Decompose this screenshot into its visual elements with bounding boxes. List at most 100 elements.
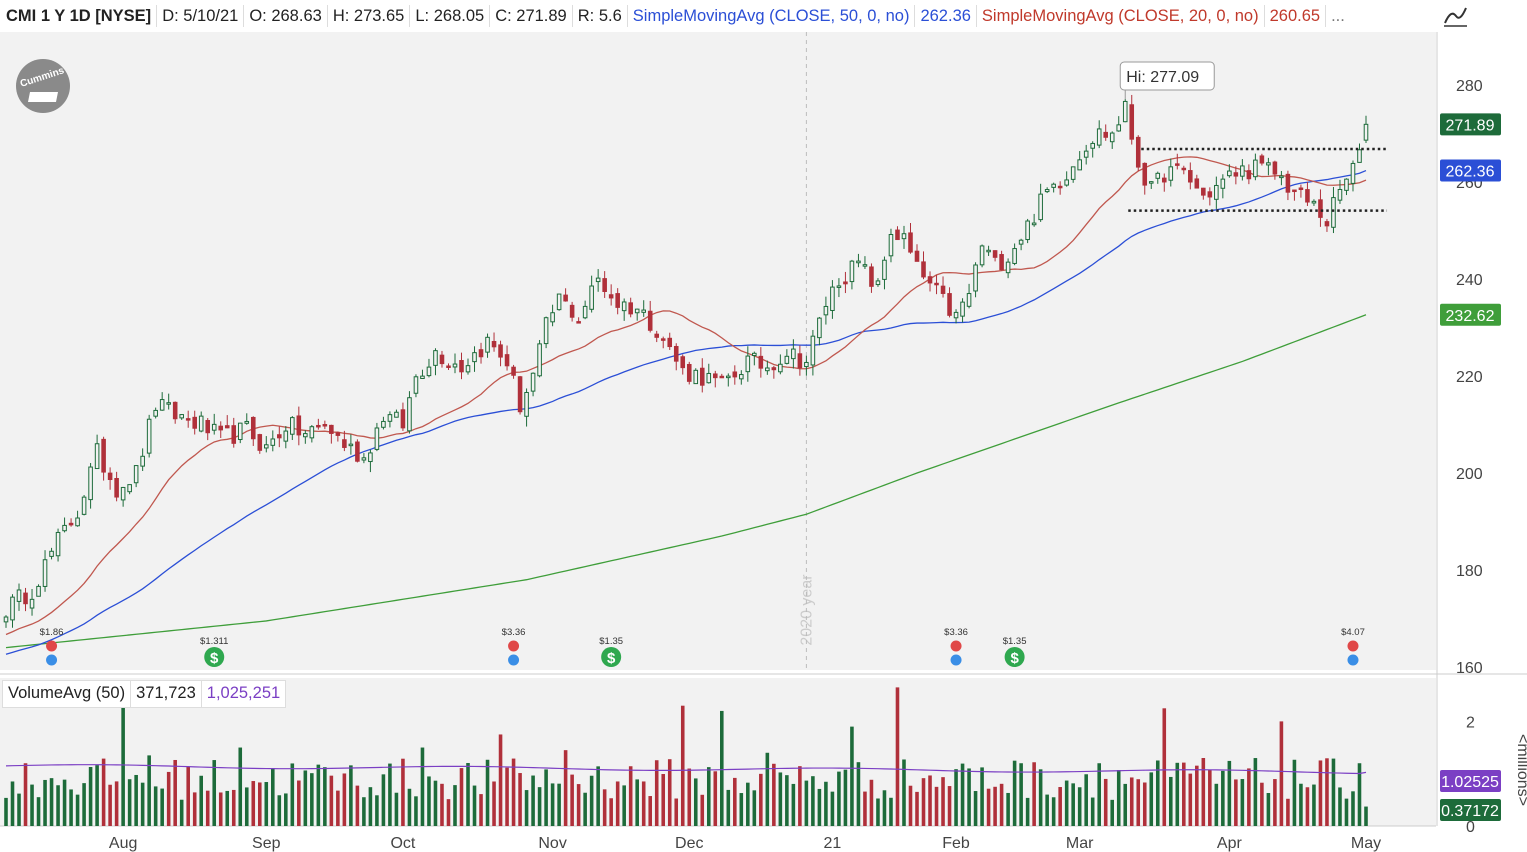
candle-body <box>862 264 868 267</box>
candle-body <box>576 321 581 324</box>
candle <box>1096 120 1102 149</box>
candle-body <box>699 367 705 386</box>
candle <box>739 370 744 385</box>
candle-body <box>940 285 946 294</box>
volume-bar <box>1090 797 1095 826</box>
event-value-label: $1.35 <box>599 636 623 647</box>
volume-bar <box>889 797 893 826</box>
volume-bar <box>1338 787 1342 826</box>
candle-body <box>1077 159 1082 171</box>
drawing-tool-button[interactable] <box>1441 4 1469 28</box>
volume-bar <box>108 784 112 826</box>
earnings-icon <box>950 640 962 652</box>
candle <box>960 298 965 323</box>
volume-bar <box>1168 776 1173 826</box>
volume-bar <box>726 789 731 826</box>
candle <box>628 297 633 318</box>
candle <box>517 375 523 415</box>
candle <box>1012 243 1017 266</box>
candle-body <box>1064 179 1069 186</box>
candle-body <box>765 367 770 372</box>
volume-bar <box>570 774 574 826</box>
candle <box>732 365 738 385</box>
high-label: Hi: 277.09 <box>1126 69 1199 86</box>
candle <box>602 271 607 298</box>
volume-bar <box>303 770 308 826</box>
volume-bar <box>1292 759 1297 826</box>
volume-bar <box>1208 769 1212 826</box>
volume-bar <box>23 763 28 826</box>
volume-study-label[interactable]: VolumeAvg (50) <box>3 681 132 707</box>
candle <box>407 391 412 434</box>
volume-avg-value: 1,025,251 <box>206 684 281 702</box>
candle-body <box>543 317 549 345</box>
volume-bar <box>225 790 230 826</box>
candle <box>979 244 985 268</box>
candle <box>198 411 204 433</box>
volume-bar <box>713 771 718 826</box>
volume-bar <box>746 782 750 826</box>
volume-bar <box>62 779 67 826</box>
candle-body <box>1194 178 1200 189</box>
symbol-label[interactable]: CMI 1 Y 1D [NYSE] <box>0 5 158 27</box>
candle-body <box>107 472 113 481</box>
candle-body <box>244 420 250 424</box>
volume-bar <box>921 778 926 826</box>
candle <box>1077 151 1082 171</box>
candle-body <box>504 354 510 367</box>
volume-bar <box>251 781 256 826</box>
candle-body <box>1155 172 1161 179</box>
candle <box>3 615 9 628</box>
more-studies-button[interactable]: ... <box>1331 7 1345 25</box>
candle <box>1018 238 1024 251</box>
candle-body <box>1038 193 1043 221</box>
volume-bar <box>863 791 867 826</box>
volume-bar <box>1123 783 1128 826</box>
volume-bar <box>212 760 217 826</box>
volume-bar <box>75 794 80 826</box>
candle-body <box>1344 178 1349 191</box>
price-tick-label: 160 <box>1456 660 1483 677</box>
candle <box>654 330 660 343</box>
volume-bar <box>999 783 1004 826</box>
volume-bar <box>342 773 347 826</box>
volume-study-header: VolumeAvg (50) 371,723 1,025,251 <box>2 680 287 708</box>
volume-bar <box>160 788 164 826</box>
sma50-study-label[interactable]: SimpleMovingAvg (CLOSE, 50, 0, no) <box>628 5 916 27</box>
candle <box>218 421 224 438</box>
candle <box>992 250 998 262</box>
candle-body <box>719 375 725 379</box>
time-tick-label: Nov <box>538 835 566 852</box>
candle-body <box>159 399 165 411</box>
candle <box>1188 162 1193 190</box>
volume-bar <box>973 791 978 826</box>
candle-body <box>927 276 933 284</box>
sma20-study-label[interactable]: SimpleMovingAvg (CLOSE, 20, 0, no) <box>977 5 1265 27</box>
candle <box>758 347 764 378</box>
volume-bar <box>765 752 770 826</box>
candle <box>686 361 692 385</box>
candle-body <box>36 585 41 597</box>
volume-bar <box>850 726 854 826</box>
candle-body <box>556 293 562 311</box>
volume-bar <box>1064 780 1069 826</box>
candle-body <box>621 301 627 312</box>
candle-body <box>257 434 263 451</box>
volume-bar <box>772 763 776 826</box>
volume-bar <box>179 799 184 826</box>
candle-body <box>303 433 308 438</box>
open-label: O: 268.63 <box>244 5 328 27</box>
candle <box>797 345 803 376</box>
candle-body <box>1259 155 1265 164</box>
candle <box>263 436 269 453</box>
candle <box>1109 131 1115 149</box>
candle-body <box>1005 261 1011 274</box>
volume-bar <box>440 783 444 826</box>
dollar-glyph: $ <box>607 650 616 667</box>
volume-bar <box>1364 806 1368 826</box>
candle <box>556 293 562 311</box>
candle-body <box>166 402 171 405</box>
candle-body <box>1122 100 1128 123</box>
time-tick-label: Apr <box>1217 835 1243 852</box>
